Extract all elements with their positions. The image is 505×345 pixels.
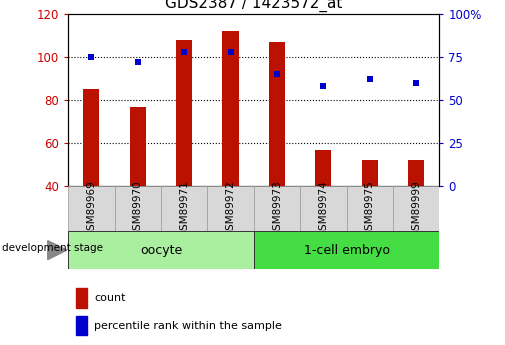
- Text: oocyte: oocyte: [140, 244, 182, 257]
- Bar: [68, 186, 115, 231]
- Point: [273, 71, 281, 77]
- Point: [366, 77, 374, 82]
- Text: count: count: [94, 293, 126, 303]
- Bar: [161, 186, 208, 231]
- Point: [180, 49, 188, 55]
- Text: GSM89970: GSM89970: [133, 180, 143, 237]
- Text: GSM89975: GSM89975: [365, 180, 375, 237]
- Bar: [254, 231, 439, 269]
- Text: GSM89973: GSM89973: [272, 180, 282, 237]
- Bar: [393, 186, 439, 231]
- Point: [87, 54, 95, 60]
- Text: GSM89974: GSM89974: [318, 180, 328, 237]
- Bar: [222, 31, 239, 186]
- Bar: [130, 107, 146, 186]
- Bar: [83, 89, 99, 186]
- Bar: [408, 160, 424, 186]
- Bar: [76, 288, 87, 308]
- Bar: [346, 186, 393, 231]
- Text: percentile rank within the sample: percentile rank within the sample: [94, 321, 282, 331]
- Point: [412, 80, 420, 86]
- Point: [319, 83, 327, 89]
- Title: GDS2387 / 1423572_at: GDS2387 / 1423572_at: [165, 0, 342, 12]
- Text: GSM89969: GSM89969: [86, 180, 96, 237]
- Bar: [269, 42, 285, 186]
- Point: [227, 49, 235, 55]
- Text: GSM89999: GSM89999: [411, 180, 421, 237]
- Polygon shape: [48, 241, 67, 259]
- Bar: [76, 316, 87, 335]
- Text: GSM89971: GSM89971: [179, 180, 189, 237]
- Text: development stage: development stage: [2, 243, 103, 253]
- Text: 1-cell embryo: 1-cell embryo: [304, 244, 389, 257]
- Bar: [254, 186, 300, 231]
- Text: GSM89972: GSM89972: [226, 180, 235, 237]
- Bar: [68, 231, 254, 269]
- Bar: [115, 186, 161, 231]
- Bar: [300, 186, 346, 231]
- Bar: [176, 40, 192, 186]
- Point: [134, 59, 142, 65]
- Bar: [362, 160, 378, 186]
- Bar: [208, 186, 254, 231]
- Bar: [315, 150, 331, 186]
